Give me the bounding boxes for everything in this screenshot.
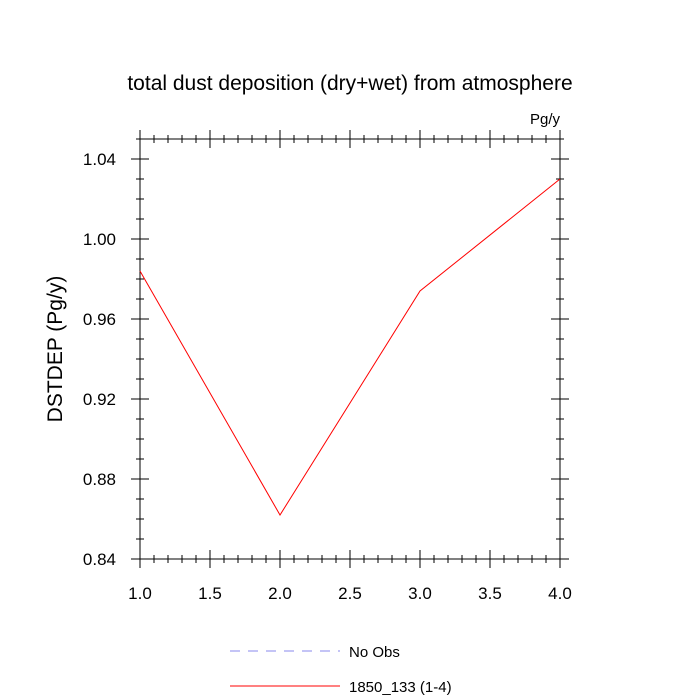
y-tick-label: 1.00 bbox=[83, 230, 116, 249]
y-axis-label: DSTDEP (Pg/y) bbox=[44, 276, 67, 423]
legend: No Obs 1850_133 (1-4) bbox=[230, 644, 452, 696]
series-layer bbox=[139, 178, 561, 516]
x-tick-label: 3.5 bbox=[478, 584, 502, 603]
x-tick-label: 3.0 bbox=[408, 584, 432, 603]
units-label: Pg/y bbox=[530, 111, 561, 128]
y-tick-label: 1.04 bbox=[83, 150, 116, 169]
x-tick-label: 1.0 bbox=[128, 584, 152, 603]
y-tick-label: 0.96 bbox=[83, 310, 116, 329]
y-tick-label: 0.88 bbox=[83, 470, 116, 489]
legend-label: No Obs bbox=[349, 644, 400, 661]
chart-title: total dust deposition (dry+wet) from atm… bbox=[127, 72, 572, 95]
x-tick-label: 1.5 bbox=[198, 584, 222, 603]
y-tick-label: 0.84 bbox=[83, 550, 116, 569]
series-line bbox=[139, 178, 561, 516]
plot-frame bbox=[139, 138, 561, 560]
x-tick-label: 2.5 bbox=[338, 584, 362, 603]
x-tick-label: 4.0 bbox=[548, 584, 572, 603]
legend-label: 1850_133 (1-4) bbox=[349, 679, 452, 696]
axis-ticks bbox=[131, 130, 569, 568]
y-tick-label: 0.92 bbox=[83, 390, 116, 409]
tick-labels: 1.0 1.5 2.0 2.5 3.0 3.5 4.0 0.84 0.88 0.92 0.96 1.0… bbox=[83, 150, 572, 603]
x-tick-label: 2.0 bbox=[268, 584, 292, 603]
